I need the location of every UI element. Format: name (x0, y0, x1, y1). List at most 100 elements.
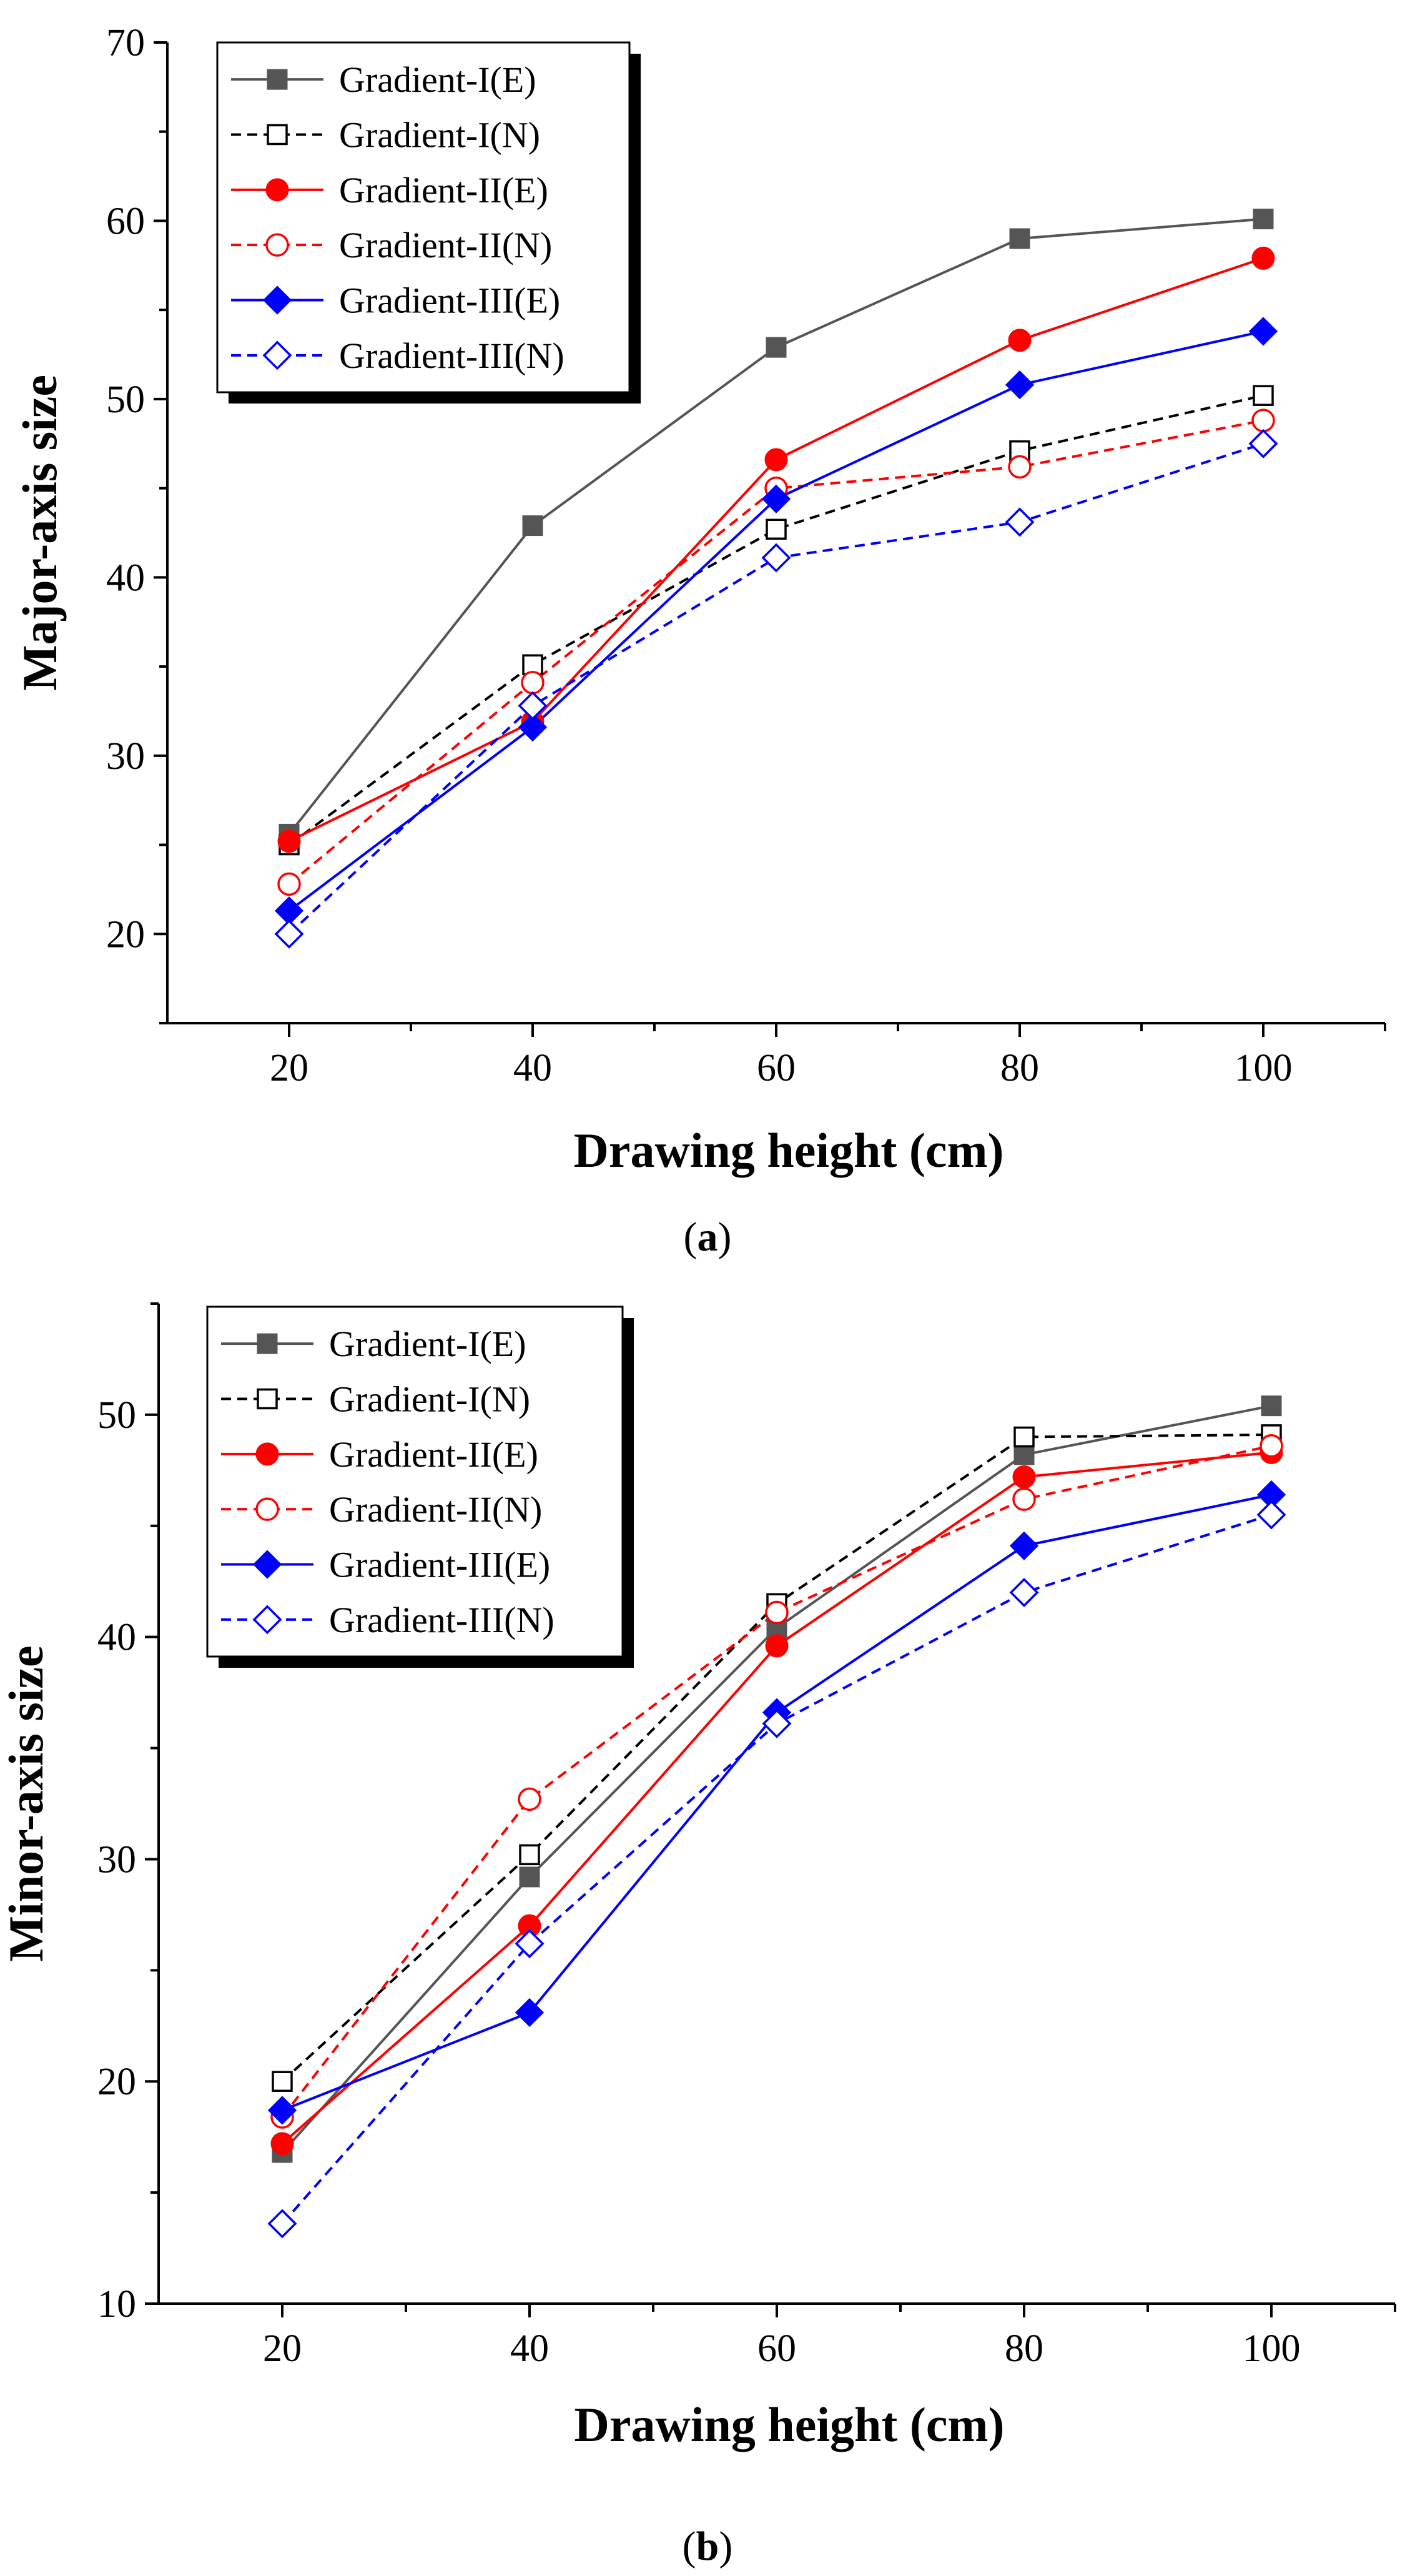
data-point-gradient-iii-n (267, 2209, 297, 2239)
legend-marker-gradient-ii-e (255, 1442, 279, 1466)
caption-a: (a) (684, 1214, 732, 1260)
series-line-gradient-i-n (288, 394, 1264, 846)
data-point-gradient-ii-n (518, 1787, 541, 1811)
series-line-gradient-iii-e (288, 330, 1264, 912)
data-point-gradient-i-e (766, 337, 787, 358)
data-point-gradient-iii-n (762, 1708, 792, 1738)
x-tick-label: 60 (757, 1047, 796, 1089)
y-tick-label: 20 (97, 2061, 136, 2103)
series-line-gradient-iii-n (288, 442, 1264, 935)
x-axis-title: Drawing height (cm) (574, 1123, 1004, 1177)
legend-label: Gradient-I(N) (329, 1379, 530, 1420)
chart-b: 20 40 60 80 100 10 20 30 40 50 Drawing height (cm)… (0, 1302, 1396, 2452)
x-tick-label: 80 (1005, 2327, 1043, 2370)
legend-label: Gradient-I(E) (329, 1324, 526, 1364)
legend-label: Gradient-III(E) (339, 280, 560, 321)
legend-marker-gradient-i-e (257, 1333, 278, 1354)
legend-box (206, 1305, 624, 1658)
data-point-gradient-ii-e (1251, 246, 1275, 270)
x-tick-label: 40 (513, 1047, 552, 1089)
data-point-gradient-i-e (1013, 1444, 1035, 1465)
data-point-gradient-ii-n (521, 671, 545, 695)
y-tick-label: 20 (106, 913, 145, 956)
x-axis-title: Drawing height (cm) (574, 2397, 1005, 2452)
legend-marker-gradient-ii-e (265, 178, 289, 202)
data-point-gradient-i-e (522, 515, 543, 537)
caption-b: (b) (683, 2524, 733, 2569)
y-axis-title: Minor-axis size (0, 1645, 53, 1961)
data-point-gradient-iii-n (1256, 1500, 1286, 1530)
data-point-gradient-ii-e (1012, 1465, 1036, 1489)
data-point-gradient-iii-e (1248, 317, 1278, 346)
data-point-gradient-iii-n (515, 1929, 545, 1959)
data-point-gradient-iii-n (761, 543, 791, 573)
data-point-gradient-iii-n (518, 691, 548, 721)
y-axis-title: Major-axis size (12, 375, 67, 691)
legend-label: Gradient-III(E) (329, 1545, 550, 1585)
x-tick-label: 20 (270, 1047, 308, 1089)
x-tick-label: 80 (1000, 1047, 1039, 1089)
legend-label: Gradient-I(N) (339, 115, 540, 156)
x-tick-label: 20 (263, 2327, 302, 2370)
y-tick-label: 50 (106, 379, 145, 421)
legend-label: Gradient-II(N) (339, 225, 552, 265)
legend-label: Gradient-III(N) (339, 335, 565, 376)
data-point-gradient-iii-n (1248, 429, 1278, 458)
legend-label: Gradient-III(N) (329, 1600, 555, 1640)
y-tick-label: 40 (97, 1617, 136, 1659)
legend-marker-gradient-ii-n (265, 233, 289, 257)
data-point-gradient-ii-n (277, 872, 301, 896)
legend-marker-gradient-i-e (267, 69, 288, 90)
data-point-gradient-i-e (519, 1866, 540, 1888)
data-point-gradient-ii-n (1251, 409, 1275, 432)
data-point-gradient-ii-n (765, 1600, 789, 1625)
data-point-gradient-iii-e (1005, 370, 1035, 400)
data-point-gradient-i-e (1009, 228, 1030, 249)
data-point-gradient-i-n (1253, 385, 1274, 406)
data-point-gradient-iii-e (1009, 1531, 1039, 1560)
data-point-gradient-iii-e (518, 713, 548, 742)
x-tick-label: 40 (510, 2327, 549, 2370)
x-tick-label: 60 (757, 2327, 796, 2370)
legend-marker-gradient-iii-e (262, 285, 292, 315)
y-tick-label: 60 (106, 200, 145, 242)
legend-marker-gradient-i-n (257, 1388, 278, 1410)
chart-a: 20 40 60 80 100 20 30 40 50 60 70 Drawing height (c… (12, 22, 1386, 1177)
x-tick-label: 100 (1235, 1047, 1293, 1089)
series-line-gradient-ii-n (281, 1444, 1272, 2118)
data-point-gradient-iii-e (761, 484, 791, 513)
legend-marker-gradient-ii-n (255, 1497, 279, 1521)
data-point-gradient-i-n (272, 2071, 293, 2092)
legend-marker-gradient-i-n (267, 124, 288, 146)
x-tick-label: 100 (1243, 2327, 1301, 2370)
y-tick-label: 50 (97, 1394, 136, 1437)
data-point-gradient-ii-e (1008, 329, 1032, 352)
data-point-gradient-iii-e (515, 1998, 545, 2028)
data-point-gradient-i-n (766, 518, 787, 540)
legend-label: Gradient-II(E) (329, 1434, 538, 1475)
y-tick-label: 40 (106, 557, 145, 599)
data-point-gradient-ii-n (1260, 1434, 1283, 1458)
data-point-gradient-iii-n (274, 919, 304, 949)
data-point-gradient-ii-e (764, 448, 788, 472)
data-point-gradient-iii-n (1005, 507, 1035, 537)
data-point-gradient-i-n (1013, 1426, 1035, 1448)
legend-box (216, 41, 631, 394)
data-point-gradient-ii-e (270, 2132, 294, 2156)
y-tick-label: 70 (106, 22, 145, 64)
data-point-gradient-ii-e (765, 1634, 789, 1658)
y-tick-label: 30 (97, 1838, 136, 1881)
legend-label: Gradient-II(N) (329, 1489, 542, 1530)
legend-label: Gradient-I(E) (339, 59, 536, 100)
data-point-gradient-i-e (1253, 209, 1274, 230)
data-point-gradient-i-n (519, 1844, 540, 1866)
legend-marker-gradient-iii-n (252, 1605, 282, 1635)
y-tick-label: 10 (97, 2283, 136, 2326)
legend-marker-gradient-iii-n (262, 340, 292, 370)
data-point-gradient-iii-n (1009, 1578, 1039, 1607)
legend-marker-gradient-iii-e (252, 1550, 282, 1579)
data-point-gradient-ii-n (1008, 455, 1032, 479)
data-point-gradient-ii-n (1012, 1487, 1036, 1511)
data-point-gradient-i-e (1261, 1395, 1282, 1417)
